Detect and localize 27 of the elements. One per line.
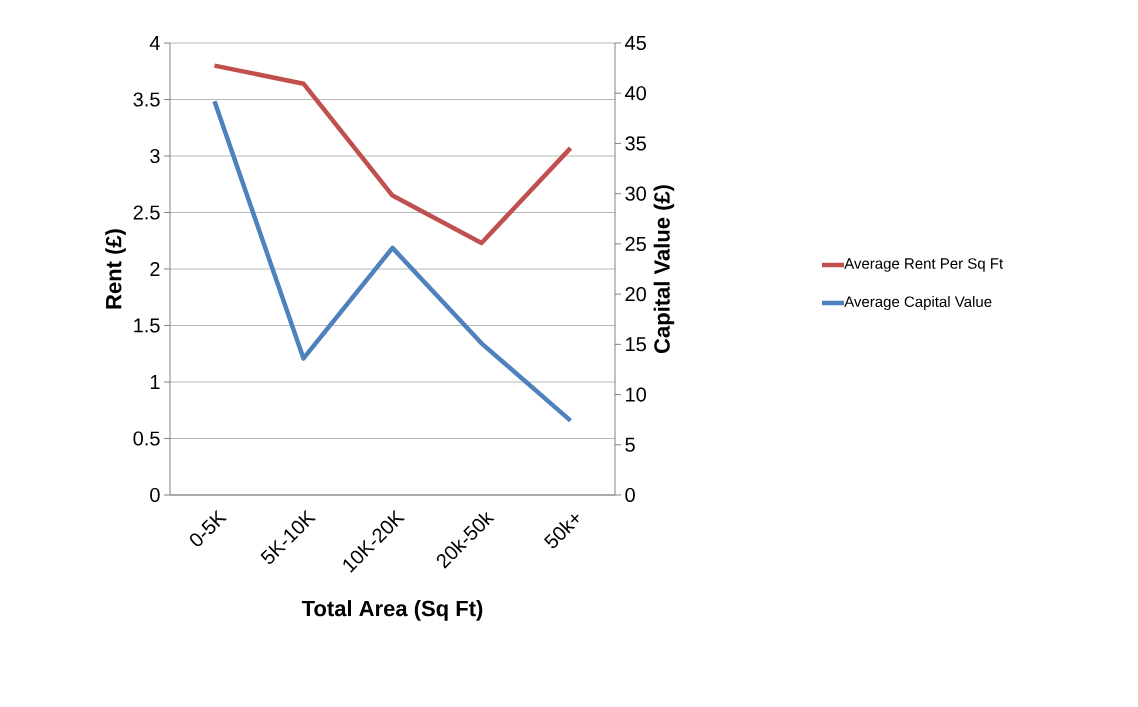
y2-tick-label: 5 xyxy=(625,437,635,452)
legend-label: Average Rent Per Sq Ft xyxy=(844,258,1004,272)
y2-tick-label: 40 xyxy=(625,86,646,101)
line-series xyxy=(212,63,573,246)
y2-axis-title: Capital Value (£) xyxy=(653,185,675,354)
y-tick-label: 1.5 xyxy=(134,318,160,333)
y2-tick-label: 10 xyxy=(626,387,646,402)
y2-tick-label: 35 xyxy=(625,136,646,151)
y-tick-label: 1 xyxy=(150,375,160,389)
y-tick-label: 3 xyxy=(150,148,160,164)
x-tick-label: 50k+ xyxy=(543,514,579,549)
y2-tick-label: 15 xyxy=(626,337,646,352)
y-tick-label: 3.5 xyxy=(133,92,160,107)
y2-tick-label: 0 xyxy=(625,487,635,503)
legend-label: Average Capital Value xyxy=(844,296,992,310)
y-axis-title: Rent (£) xyxy=(105,229,126,309)
x-axis-title: Total Area (Sq Ft) xyxy=(301,600,483,621)
line-series xyxy=(212,99,573,423)
y-tick-label: 0.5 xyxy=(133,431,160,446)
y2-tick-label: 25 xyxy=(625,236,646,251)
y2-tick-label: 45 xyxy=(625,36,646,50)
y2-tick-label: 20 xyxy=(625,287,646,302)
y-tick-label: 0 xyxy=(150,487,160,503)
y2-tick-label: 30 xyxy=(625,186,646,201)
y-tick-label: 2.5 xyxy=(133,205,160,220)
y-tick-label: 2 xyxy=(150,262,160,276)
y-tick-label: 4 xyxy=(149,36,160,50)
